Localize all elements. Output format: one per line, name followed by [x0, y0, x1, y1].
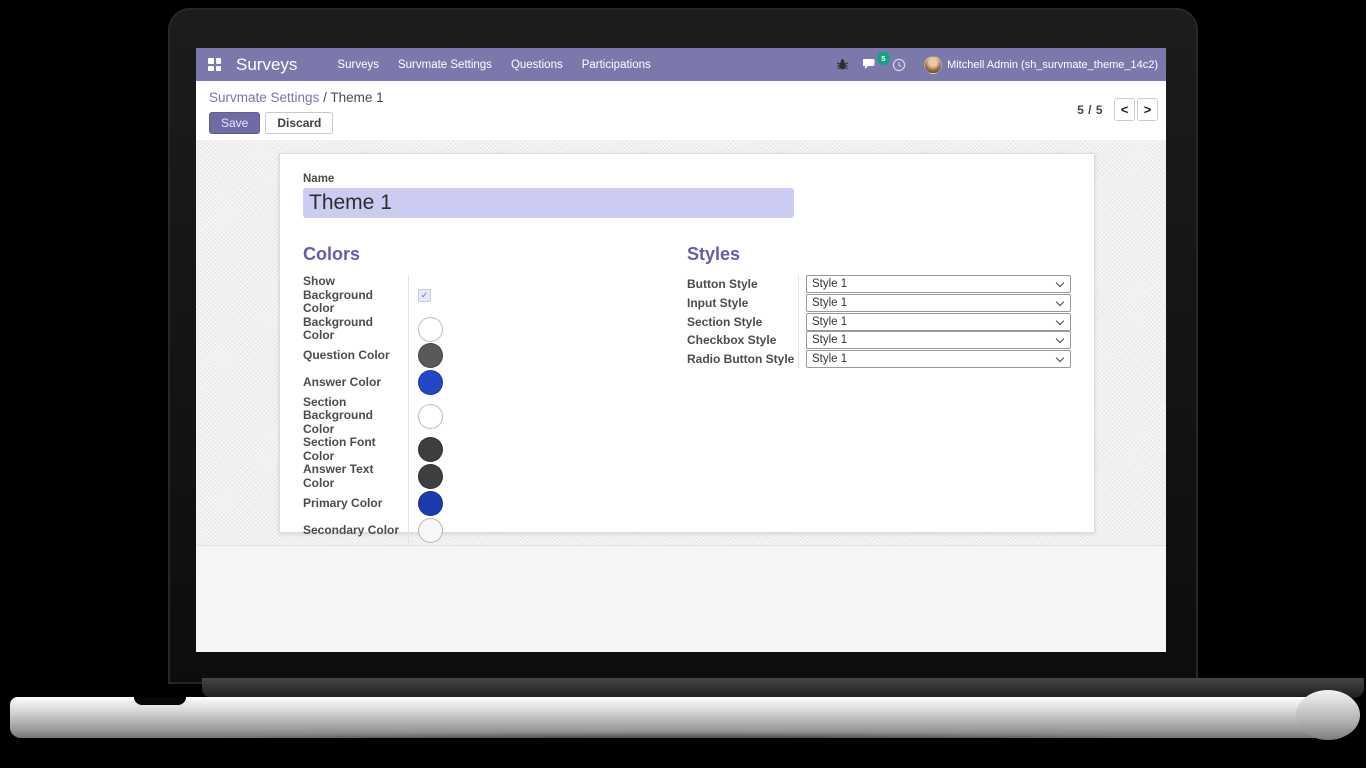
color-row-answer-color: Answer Color [303, 369, 687, 396]
color-row-background-color: Background Color [303, 315, 687, 343]
primary-color-swatch[interactable] [418, 491, 443, 517]
background-color-swatch[interactable] [418, 316, 443, 342]
style-row-button-style: Button Style Style 1 [687, 275, 1071, 294]
color-row-answer-text-color: Answer Text Color [303, 463, 687, 491]
name-input[interactable]: Theme 1 [303, 188, 794, 218]
viewport-footer [196, 545, 1166, 652]
styles-section: Styles Button Style Style 1 In [687, 244, 1071, 544]
question-color-swatch[interactable] [418, 343, 443, 369]
section-style-select[interactable]: Style 1 [806, 312, 1071, 331]
laptop-hinge [202, 678, 1364, 698]
navbar-systray: 5 Mitchell Admin (sh_survmate_theme_14c2… [836, 52, 1158, 74]
user-name: Mitchell Admin (sh_survmate_theme_14c2) [947, 58, 1158, 71]
menu-item-participations[interactable]: Participations [581, 58, 651, 71]
messages-count-badge: 5 [876, 52, 891, 65]
style-row-checkbox-style: Checkbox Style Style 1 [687, 331, 1071, 350]
activities-clock-icon[interactable] [892, 58, 906, 72]
control-panel: Survmate Settings / Theme 1 Save Discard… [196, 81, 1166, 140]
input-style-select[interactable]: Style 1 [806, 294, 1071, 313]
menu-item-survmate-settings[interactable]: Survmate Settings [397, 58, 492, 71]
style-row-input-style: Input Style Style 1 [687, 293, 1071, 313]
user-avatar [924, 55, 943, 74]
user-menu[interactable]: Mitchell Admin (sh_survmate_theme_14c2) [920, 55, 1158, 74]
record-pager: 5 / 5 < > [1077, 98, 1158, 121]
save-button[interactable]: Save [209, 112, 261, 134]
styles-heading: Styles [687, 244, 741, 264]
breadcrumb: Survmate Settings / Theme 1 [209, 90, 1158, 105]
secondary-color-swatch[interactable] [418, 517, 443, 543]
checkbox-style-select[interactable]: Style 1 [806, 331, 1071, 350]
menu-item-questions[interactable]: Questions [510, 58, 563, 71]
colors-heading: Colors [303, 244, 361, 264]
laptop-base [10, 690, 1360, 740]
answer-color-swatch[interactable] [418, 370, 443, 396]
chevron-down-icon [1055, 279, 1065, 288]
messages-chat-icon[interactable]: 5 [863, 52, 891, 71]
laptop-shadow [110, 732, 1260, 754]
style-row-section-style: Section Style Style 1 [687, 312, 1071, 332]
section-font-color-swatch[interactable] [418, 437, 443, 463]
debug-bug-icon[interactable] [836, 58, 849, 71]
color-row-section-background-color: Section Background Color [303, 395, 687, 437]
laptop-base-notch [134, 697, 186, 705]
laptop-base-cap [1296, 690, 1360, 740]
form-view-background: Name Theme 1 Colors Show Background Colo… [196, 140, 1166, 545]
color-row-section-font-color: Section Font Color [303, 436, 687, 464]
radio-button-style-select[interactable]: Style 1 [806, 350, 1071, 369]
button-style-select[interactable]: Style 1 [806, 275, 1071, 294]
breadcrumb-current: Theme 1 [330, 90, 384, 105]
colors-section: Colors Show Background Color ✓ Backgroun… [303, 244, 687, 544]
color-row-secondary-color: Secondary Color [303, 517, 687, 544]
top-navbar: Surveys Surveys Survmate Settings Questi… [196, 48, 1166, 81]
answer-text-color-swatch[interactable] [418, 464, 443, 490]
breadcrumb-parent-link[interactable]: Survmate Settings [209, 90, 320, 105]
chevron-down-icon [1055, 353, 1065, 363]
app-window: Surveys Surveys Survmate Settings Questi… [196, 48, 1166, 652]
check-icon: ✓ [420, 289, 429, 300]
pager-next-button[interactable]: > [1137, 98, 1158, 121]
section-background-color-swatch[interactable] [418, 403, 443, 429]
pager-counter: 5 / 5 [1077, 102, 1103, 117]
name-field-label: Name [303, 173, 335, 185]
style-row-radio-button-style: Radio Button Style Style 1 [687, 349, 1071, 369]
show-background-color-checkbox[interactable]: ✓ [418, 288, 431, 302]
chevron-down-icon [1055, 335, 1065, 344]
breadcrumb-separator: / [323, 90, 327, 105]
menu-item-surveys[interactable]: Surveys [337, 58, 379, 71]
main-menu: Surveys Survmate Settings Questions Part… [337, 59, 650, 71]
chevron-down-icon [1055, 316, 1065, 325]
app-title[interactable]: Surveys [236, 54, 298, 74]
discard-button[interactable]: Discard [265, 112, 334, 134]
pager-previous-button[interactable]: < [1114, 98, 1135, 121]
apps-grid-icon[interactable] [208, 58, 221, 71]
form-actions: Save Discard [209, 112, 1158, 134]
color-row-question-color: Question Color [303, 342, 687, 370]
color-row-primary-color: Primary Color [303, 490, 687, 518]
color-row-show-background-color: Show Background Color ✓ [303, 274, 687, 316]
chevron-down-icon [1055, 297, 1065, 307]
form-sheet: Name Theme 1 Colors Show Background Colo… [279, 153, 1095, 544]
